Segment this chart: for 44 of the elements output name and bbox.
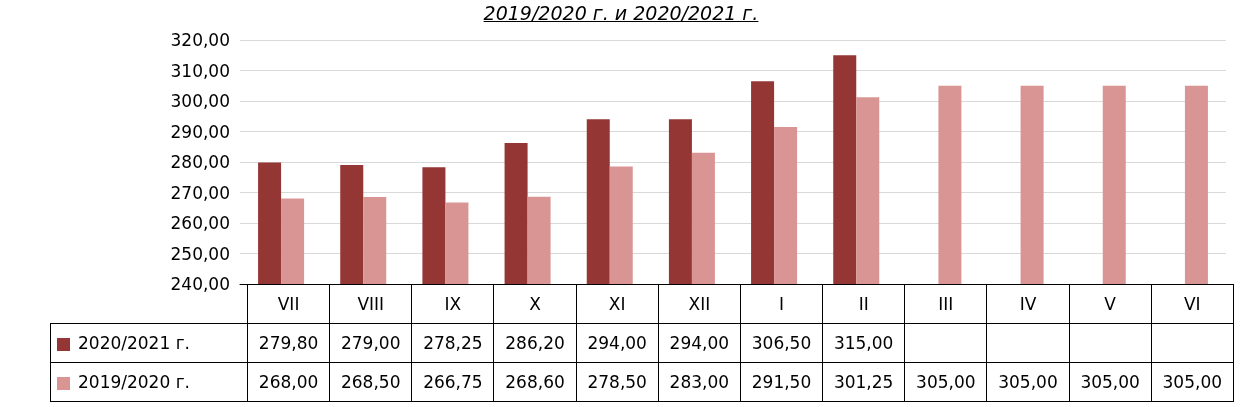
data-label: 291,50 [740,362,823,402]
data-label: 306,50 [740,323,823,363]
y-tick-label: 260,00 [170,213,230,233]
x-tick-label: IX [411,284,494,324]
data-label: 268,00 [247,362,330,402]
legend-label: 2019/2020 г. [50,362,248,402]
data-label: 279,80 [247,323,330,363]
x-tick-label: V [1069,284,1152,324]
x-tick-label: II [822,284,905,324]
data-label: 315,00 [822,323,905,363]
x-tick-label: VII [247,284,330,324]
data-label: 286,20 [493,323,577,363]
data-label: 278,50 [576,362,659,402]
x-tick-label: XII [658,284,741,324]
x-tick-label: I [740,284,823,324]
data-label: 294,00 [658,323,741,363]
data-label: 294,00 [576,323,659,363]
x-tick-label: X [493,284,577,324]
x-tick-label: VI [1151,284,1234,324]
data-label: 305,00 [1151,362,1234,402]
x-tick-label: VIII [329,284,412,324]
data-label: 305,00 [986,362,1070,402]
chart-title: 2019/2020 г. и 2020/2021 г. [482,2,760,24]
y-tick-label: 300,00 [170,91,230,111]
x-tick-label: III [904,284,987,324]
y-tick-label: 320,00 [170,30,230,50]
data-label: 301,25 [822,362,905,402]
data-label: 305,00 [904,362,987,402]
data-label: 266,75 [411,362,494,402]
data-label: 305,00 [1069,362,1152,402]
data-label: 283,00 [658,362,741,402]
data-label: 278,25 [411,323,494,363]
y-tick-label: 310,00 [170,60,230,81]
legend-label: 2020/2021 г. [50,323,248,363]
data-label: 268,60 [493,362,577,402]
x-tick-label: IV [986,284,1070,324]
data-label: 268,50 [329,362,412,402]
y-tick-label: 270,00 [170,182,230,203]
y-tick-label: 290,00 [170,121,230,142]
y-tick-label: 240,00 [170,274,230,294]
y-tick-label: 280,00 [170,152,230,172]
y-tick-label: 250,00 [170,243,230,264]
x-tick-label: XI [576,284,659,324]
data-label: 279,00 [329,323,412,363]
